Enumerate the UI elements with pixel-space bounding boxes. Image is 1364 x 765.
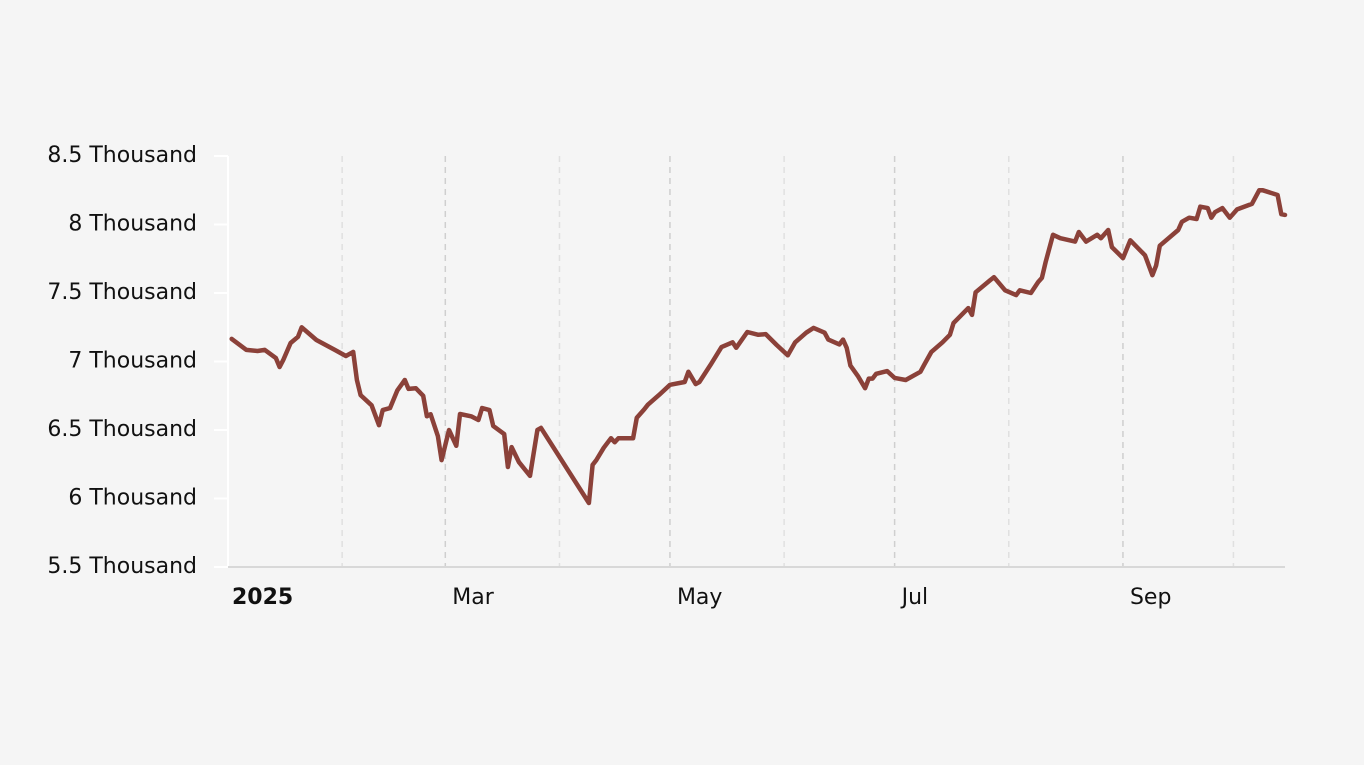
y-tick-label: 7.5 Thousand <box>47 280 197 305</box>
x-tick-label: May <box>677 585 722 610</box>
x-tick-label: Jul <box>900 585 929 610</box>
y-tick-label: 8 Thousand <box>68 212 197 237</box>
y-tick-label: 5.5 Thousand <box>47 554 197 579</box>
x-tick-label: Mar <box>452 585 494 610</box>
y-tick-label: 6.5 Thousand <box>47 417 197 442</box>
x-tick-label: Sep <box>1130 585 1171 610</box>
y-tick-label: 8.5 Thousand <box>47 143 197 168</box>
y-tick-label: 7 Thousand <box>68 349 197 374</box>
line-series <box>229 188 1288 506</box>
y-tick-label: 6 Thousand <box>68 486 197 511</box>
x-tick-label: 2025 <box>232 585 293 610</box>
